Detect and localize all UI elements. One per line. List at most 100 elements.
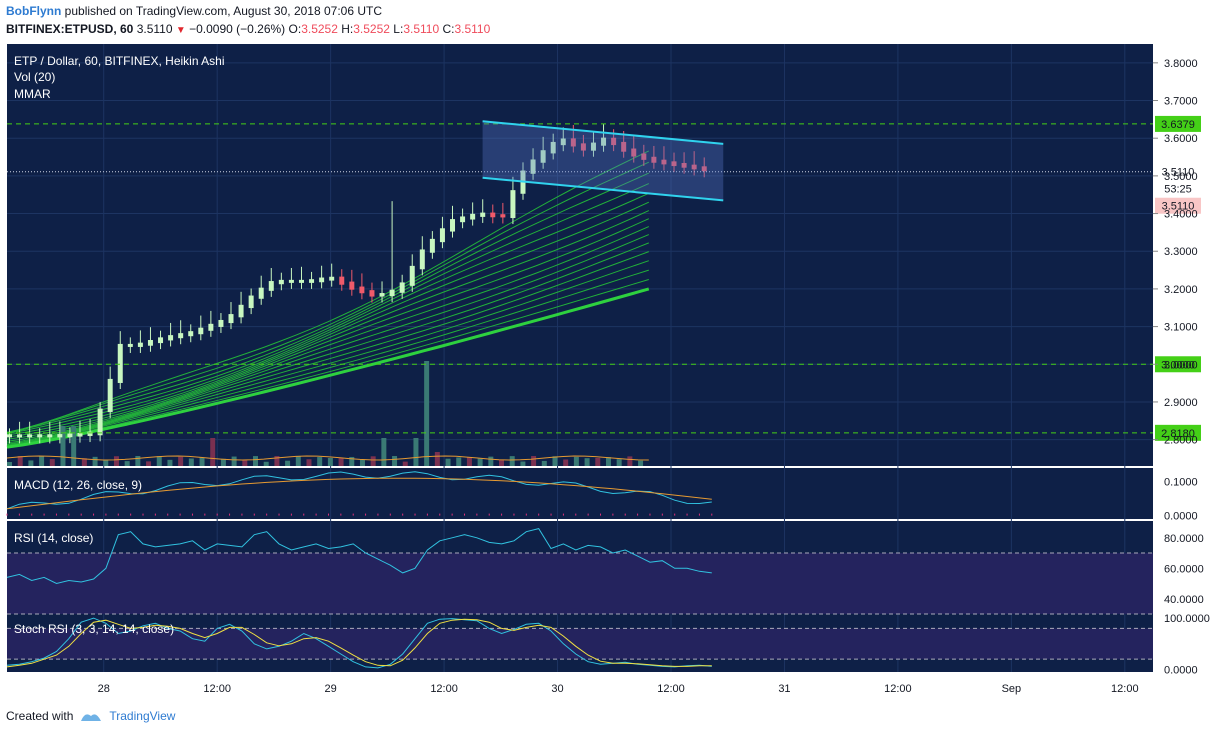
stoch-k-line (6, 617, 712, 669)
volume-bar (605, 457, 611, 466)
candle-body (651, 156, 657, 163)
candle-body (611, 137, 617, 146)
volume-bar (488, 456, 494, 466)
author-name[interactable]: BobFlynn (6, 4, 62, 18)
candle-body (288, 279, 294, 283)
price-tag-label: 3.5110 (1162, 167, 1195, 179)
channel-upper-line (482, 120, 724, 145)
volume-bar (616, 459, 622, 466)
ribbon-line (6, 234, 649, 444)
last-price: 3.5110 (136, 22, 173, 36)
volume-bar (509, 456, 515, 466)
candle-body (107, 378, 113, 413)
candle-body (27, 434, 33, 438)
close-label: C: (442, 22, 455, 36)
ribbon-line (6, 242, 649, 445)
y-tick-label: 3.7000 (1164, 96, 1198, 108)
candle-body (661, 159, 667, 165)
candle-body (359, 286, 365, 294)
volume-bar (638, 460, 644, 466)
volume-bar (359, 459, 365, 466)
ribbon-line (6, 201, 650, 436)
volume-bar (253, 456, 259, 466)
volume-bar (317, 457, 323, 466)
level-tag-label: 2.8180 (1161, 428, 1195, 440)
volume-bar (263, 461, 269, 466)
y-tick-label: 40.0000 (1164, 594, 1204, 606)
candle-body (409, 265, 415, 286)
candle-body (369, 290, 375, 297)
candle-body (258, 287, 264, 299)
candle-body (228, 314, 234, 324)
pane-macd (7, 468, 1153, 519)
signal-line (6, 477, 712, 510)
ribbon-line (6, 150, 650, 435)
x-tick-label: 12:00 (657, 683, 685, 695)
x-tick-label: 30 (551, 683, 563, 695)
level-tag-label: 3.6379 (1161, 119, 1195, 131)
candle-body (490, 212, 496, 218)
volume-bar (295, 456, 301, 466)
level-tag (1155, 424, 1201, 441)
volume-bar (231, 456, 237, 466)
candle-body (319, 277, 325, 283)
y-tick-label: 3.8000 (1164, 58, 1198, 70)
ohlc-line: BITFINEX:ETPUSD, 60 3.5110 ▼ −0.0090 (−0… (6, 22, 490, 36)
volume-bar (285, 460, 291, 466)
candle-body (429, 238, 435, 253)
ribbon-line (6, 192, 650, 434)
volume-bar (60, 426, 66, 466)
ribbon-line (6, 183, 650, 433)
open-label: O: (288, 22, 302, 36)
y-tick-label: 3.3000 (1164, 246, 1198, 258)
legend-macd: MACD (12, 26, close, 9) (14, 478, 142, 492)
candle-body (681, 162, 687, 168)
volume-bar (167, 459, 173, 466)
volume-bar (381, 438, 387, 466)
price-tag (1155, 197, 1201, 214)
candle-body (419, 249, 425, 270)
volume-bar (563, 459, 569, 466)
volume-bar (71, 426, 77, 466)
candle-body (691, 164, 697, 170)
volume-bar (327, 457, 333, 466)
x-tick-label: 12:00 (203, 683, 231, 695)
volume-bar (17, 456, 23, 466)
candle-body (158, 337, 164, 344)
price-tag-label: 53:25 (1164, 184, 1192, 196)
candle-body (601, 137, 607, 146)
channel-lower-line (482, 176, 724, 202)
candle-body (7, 434, 12, 438)
tradingview-brand[interactable]: TradingView (109, 709, 176, 723)
level-tag (1155, 115, 1201, 132)
candle-body (641, 153, 647, 160)
volume-bar (627, 456, 633, 466)
legend-stoch: Stoch RSI (3, 3, 14, 14, close) (14, 622, 174, 636)
candle-body (349, 281, 355, 290)
volume-bar (7, 462, 12, 466)
y-tick-label: 0.1000 (1164, 477, 1198, 489)
level-tag (1155, 356, 1201, 373)
time-axis-bg (7, 672, 1153, 696)
x-tick-label: 28 (98, 683, 110, 695)
high-label: H: (341, 22, 354, 36)
down-arrow-icon: ▼ (175, 25, 186, 36)
volume-bar (456, 457, 462, 466)
candle-body (77, 432, 83, 437)
candle-body (510, 190, 516, 219)
candle-body (127, 343, 133, 347)
candle-body (530, 159, 536, 174)
candle-body (339, 276, 345, 285)
legend-vol: Vol (20) (14, 70, 55, 84)
y-tick-label: 3.4000 (1164, 209, 1198, 221)
candle-body (470, 213, 476, 220)
legend-mmar: MMAR (14, 87, 51, 101)
candle-body (480, 212, 486, 217)
candle-body (178, 333, 184, 339)
volume-bar (573, 456, 579, 466)
y-tick-label: 3.0000 (1164, 359, 1198, 371)
candle-body (238, 304, 244, 318)
volume-bar (274, 456, 280, 466)
x-tick-label: 12:00 (1111, 683, 1139, 695)
